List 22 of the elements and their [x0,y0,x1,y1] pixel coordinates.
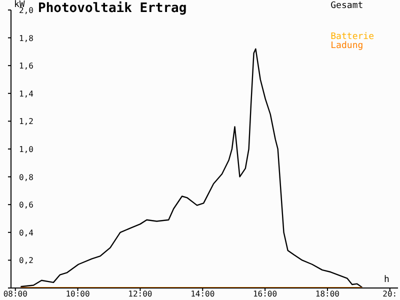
x-axis-title: h [384,275,390,285]
y-tick-label: 1,0 [19,145,34,154]
x-tick-label: 14:00 [190,290,215,299]
y-tick-label: 1,2 [19,117,34,126]
x-tick-label: 10:00 [66,290,90,299]
y-tick-label: 0,2 [19,256,34,266]
text: Ladung [330,41,364,51]
y-tick-label: 0,8 [19,172,34,182]
x-tick-label: 18:00 [315,290,340,299]
y-tick-label: 2,0 [19,6,34,15]
y-tick-label: 1,4 [19,89,34,98]
x-tick-label: 20: [382,290,398,299]
y-tick-label: 0,6 [19,200,34,210]
text: Gesamt [330,1,364,11]
x-tick-label: 12:00 [128,290,152,299]
x-tick-label: 16:00 [253,290,278,299]
x-tick-label: 08:00 [3,290,28,299]
y-tick-label: 1,6 [19,62,34,71]
y-tick-label: 0,4 [19,228,34,238]
legend-label: Batterie [330,32,374,42]
y-tick-label: 1,8 [19,34,34,43]
chart-title: Photovoltaik Ertrag [38,1,187,16]
